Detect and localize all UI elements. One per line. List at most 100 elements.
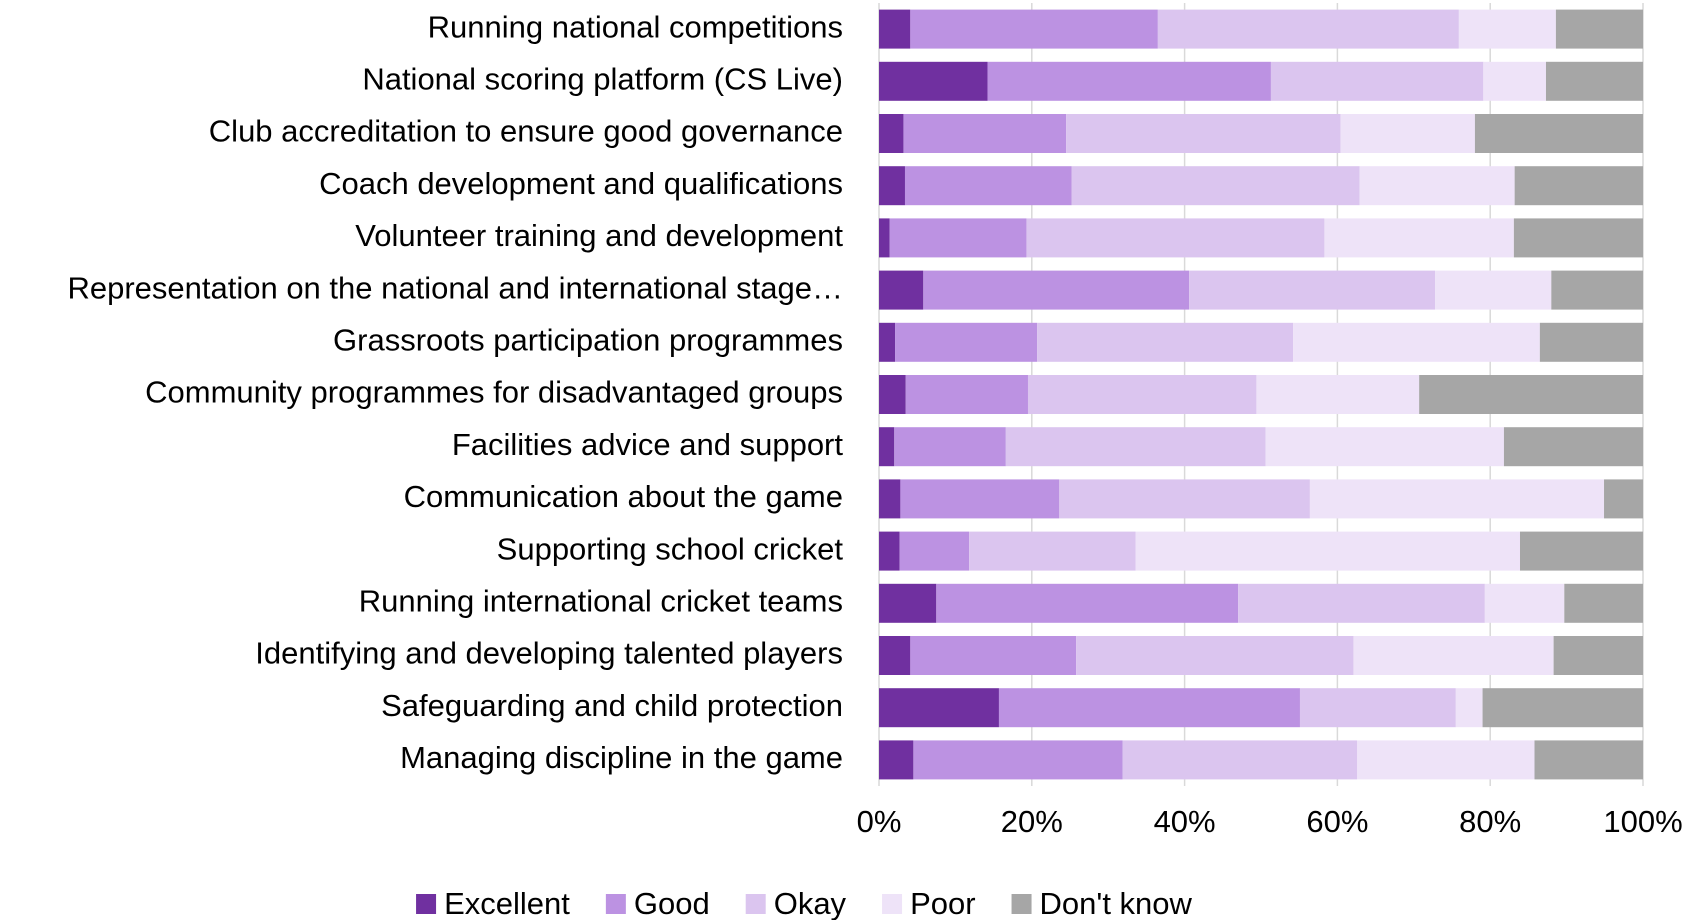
- y-tick-label: Running national competitions: [428, 9, 843, 44]
- bar-segment: [987, 61, 1271, 101]
- bar-segment: [1026, 218, 1325, 258]
- bar-segment: [889, 218, 1027, 258]
- bar-segment: [1076, 636, 1354, 675]
- bar-segment: [1419, 375, 1643, 414]
- bar-segment: [1135, 531, 1520, 571]
- bar-segment: [879, 427, 895, 467]
- bar-segment: [879, 166, 905, 206]
- bar-segment: [910, 636, 1077, 675]
- bar-segment: [1353, 636, 1554, 675]
- bar-segment: [1458, 9, 1556, 49]
- bar-segment: [1066, 114, 1341, 153]
- x-tick-label: 40%: [1154, 804, 1216, 839]
- bar-segment: [1484, 583, 1565, 623]
- bar-segment: [900, 479, 1060, 519]
- bar-segment: [879, 636, 911, 675]
- bar-segment: [1551, 270, 1643, 310]
- bar-segment: [1519, 531, 1643, 571]
- y-tick-label: Volunteer training and development: [355, 218, 843, 253]
- y-tick-label: National scoring platform (CS Live): [362, 61, 843, 96]
- bar-segment: [1545, 61, 1643, 101]
- bar-segment: [1534, 740, 1643, 780]
- y-tick-label: Communication about the game: [404, 479, 843, 514]
- x-tick-label: 60%: [1306, 804, 1368, 839]
- bar-segment: [1256, 375, 1420, 414]
- y-tick-label: Managing discipline in the game: [400, 740, 843, 775]
- bar-segment: [1340, 114, 1475, 153]
- bar-segment: [1483, 61, 1546, 101]
- bar-segment: [1324, 218, 1514, 258]
- legend-label: Good: [634, 886, 710, 920]
- bar-segment: [998, 688, 1300, 728]
- x-tick-label: 100%: [1603, 804, 1682, 839]
- bar-segment: [1270, 61, 1484, 101]
- legend-swatch: [882, 894, 903, 914]
- bar-segment: [879, 688, 999, 728]
- bar-segment: [1555, 9, 1643, 49]
- legend-label: Poor: [910, 886, 975, 920]
- x-tick-label: 20%: [1001, 804, 1063, 839]
- y-tick-label: Grassroots participation programmes: [333, 322, 843, 357]
- x-tick-label: 0%: [857, 804, 902, 839]
- legend-swatch: [745, 894, 766, 914]
- bar-segment: [1482, 688, 1643, 728]
- bar-segment: [1299, 688, 1456, 728]
- y-tick-label: Coach development and qualifications: [319, 166, 843, 201]
- bar-segment: [1037, 322, 1294, 362]
- y-tick-label: Running international cricket teams: [359, 583, 843, 618]
- bar-segment: [1514, 166, 1643, 206]
- legend-swatch: [1011, 894, 1032, 914]
- bar-segment: [1309, 479, 1605, 519]
- bar-segment: [969, 531, 1136, 571]
- legend-label: Don't know: [1040, 886, 1193, 920]
- bar-segment: [879, 740, 914, 780]
- y-tick-label: Identifying and developing talented play…: [255, 636, 843, 671]
- bar-segment: [1435, 270, 1552, 310]
- bar-segment: [1357, 740, 1535, 780]
- bar-segment: [879, 531, 900, 571]
- legend-label: Excellent: [444, 886, 570, 920]
- bar-segment: [879, 218, 890, 258]
- bar-segment: [1005, 427, 1266, 467]
- bar-segment: [1027, 375, 1257, 414]
- bar-segment: [879, 270, 924, 310]
- y-tick-label: Facilities advice and support: [452, 427, 844, 462]
- bar-segment: [936, 583, 1239, 623]
- legend-swatch: [416, 894, 437, 914]
- bar-segment: [1604, 479, 1643, 519]
- bar-segment: [1238, 583, 1485, 623]
- bar-segment: [1059, 479, 1310, 519]
- bar-segment: [910, 9, 1158, 49]
- bar-segment: [1189, 270, 1436, 310]
- bar-segment: [1455, 688, 1483, 728]
- bar-segment: [879, 479, 901, 519]
- bar-segment: [923, 270, 1190, 310]
- legend-label: Okay: [774, 886, 847, 920]
- y-tick-label: Representation on the national and inter…: [67, 270, 843, 305]
- x-tick-label: 80%: [1459, 804, 1521, 839]
- bar-segment: [1503, 427, 1643, 467]
- bar-segment: [1539, 322, 1643, 362]
- bar-segment: [894, 427, 1006, 467]
- bar-segment: [913, 740, 1123, 780]
- y-tick-label: Community programmes for disadvantaged g…: [145, 375, 843, 410]
- bar-segment: [905, 375, 1028, 414]
- bar-segment: [1157, 9, 1459, 49]
- bar-segment: [879, 322, 896, 362]
- bar-segment: [879, 9, 911, 49]
- legend-swatch: [605, 894, 626, 914]
- bar-segment: [1071, 166, 1360, 206]
- bar-segment: [1513, 218, 1643, 258]
- bar-segment: [879, 114, 904, 153]
- bar-segment: [1553, 636, 1643, 675]
- bar-segment: [879, 583, 937, 623]
- bar-segment: [1293, 322, 1540, 362]
- bar-segment: [1564, 583, 1643, 623]
- bar-segment: [1122, 740, 1358, 780]
- bar-segment: [1474, 114, 1643, 153]
- bar-segment: [879, 375, 906, 414]
- y-tick-label: Supporting school cricket: [497, 531, 844, 566]
- bar-segment: [879, 61, 988, 101]
- bar-segment: [895, 322, 1038, 362]
